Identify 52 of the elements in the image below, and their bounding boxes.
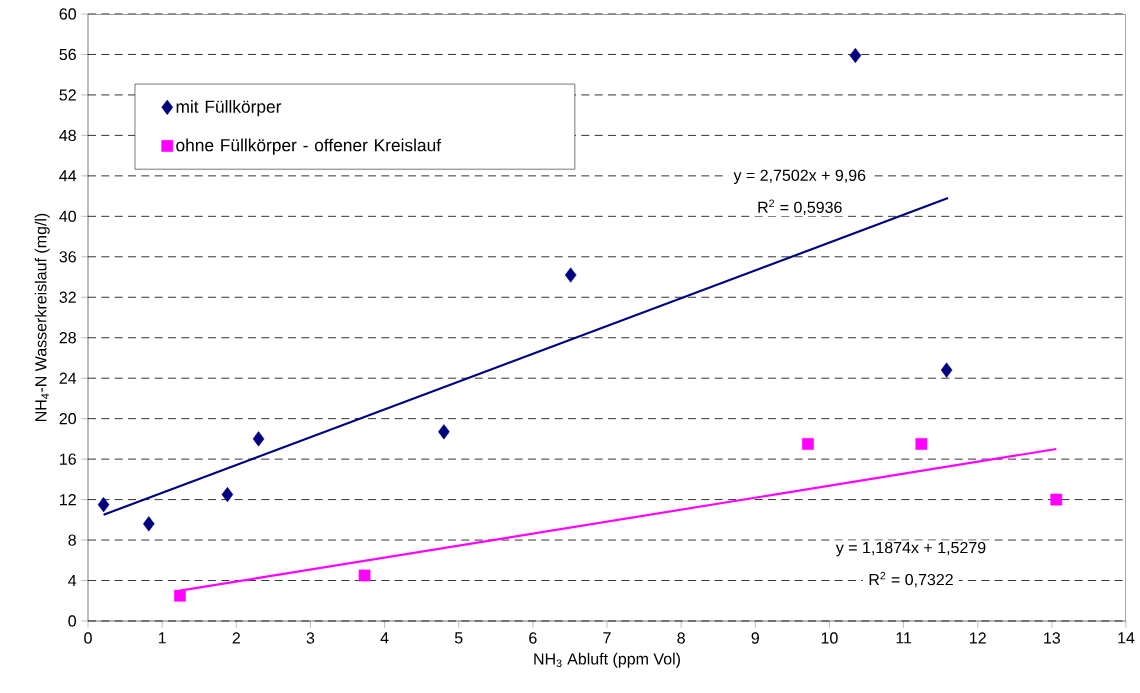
y-tick-label: 8 <box>68 534 76 546</box>
point <box>358 569 371 582</box>
annotation: y = 1,1874x + 1,5279 <box>835 541 986 557</box>
point <box>1050 493 1063 506</box>
x-tick-label: 7 <box>603 632 611 644</box>
x-tick-label: 0 <box>84 632 92 644</box>
legend-label: mit Füllkörper <box>176 100 282 117</box>
annotation: R$^{2}$ = 0,7322 <box>869 571 953 588</box>
x-tick-label: 4 <box>380 632 389 644</box>
x-tick-label: 3 <box>306 632 315 644</box>
x-tick-label: 12 <box>970 632 986 644</box>
point <box>438 424 450 440</box>
point <box>849 47 862 64</box>
x-tick-label: 8 <box>677 632 685 644</box>
y-tick-label: 28 <box>59 332 76 344</box>
point <box>174 589 186 602</box>
y-tick-label: 16 <box>60 453 76 465</box>
x-tick-label: 9 <box>751 632 759 644</box>
y-tick-label: 20 <box>59 413 77 425</box>
y-tick-label: 4 <box>68 575 77 587</box>
y-tick-label: 12 <box>60 494 76 506</box>
point <box>143 516 155 532</box>
y-axis-title: NH$_{4}$-N Wasserkreislauf (mg/l) <box>34 213 50 421</box>
y-tick-label: 60 <box>59 8 77 20</box>
point <box>564 267 577 283</box>
point <box>252 431 265 447</box>
y-tick-label: 52 <box>59 89 76 101</box>
point <box>940 362 953 378</box>
legend-label: ohne Füllkörper - offener Kreislauf <box>176 138 442 155</box>
y-tick-label: 48 <box>59 129 76 142</box>
y-tick-label: 40 <box>59 210 77 222</box>
x-tick-label: 5 <box>454 632 463 644</box>
y-tick-label: 36 <box>59 251 76 263</box>
x-tick-label: 13 <box>1044 632 1061 644</box>
point <box>97 497 110 513</box>
x-tick-label: 2 <box>232 632 240 644</box>
x-tick-label: 6 <box>529 632 537 644</box>
y-tick-label: 32 <box>59 291 76 303</box>
point <box>221 486 234 503</box>
point <box>915 438 928 450</box>
y-tick-label: 0 <box>68 615 77 627</box>
y-tick-label: 24 <box>59 372 77 384</box>
point <box>802 438 814 450</box>
annotation: R$^{2}$ = 0,5936 <box>758 199 842 215</box>
x-tick-label: 1 <box>158 632 166 644</box>
y-tick-label: 44 <box>59 170 77 182</box>
x-tick-label: 10 <box>821 632 838 644</box>
annotation: y = 2,7502x + 9,96 <box>733 169 866 185</box>
x-tick-label: 14 <box>1118 632 1135 644</box>
y-tick-label: 56 <box>59 48 76 61</box>
x-tick-label: 11 <box>896 632 912 644</box>
x-axis-title: NH$_{3}$ Abluft (ppm Vol) <box>534 652 680 668</box>
